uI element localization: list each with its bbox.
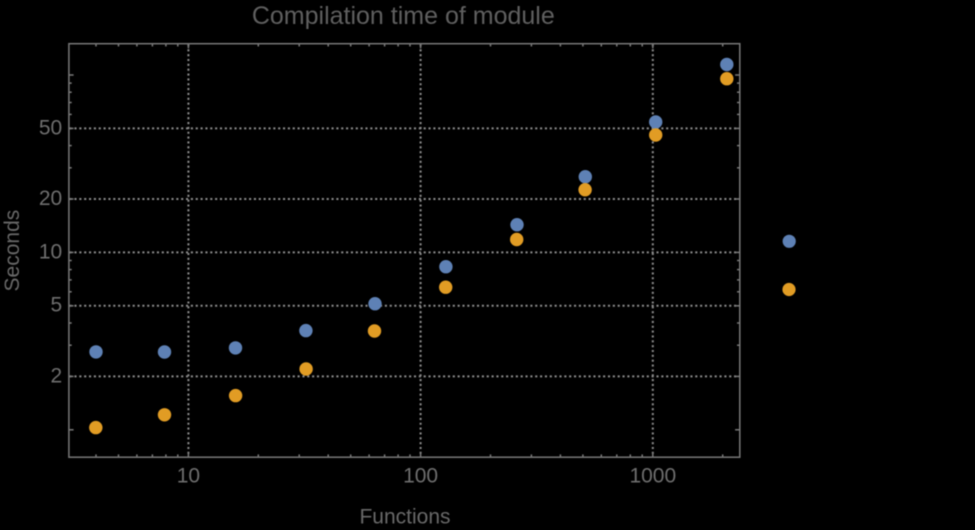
svg-text:Seconds: Seconds bbox=[1, 210, 24, 292]
svg-text:50: 50 bbox=[39, 116, 62, 139]
svg-text:10: 10 bbox=[39, 240, 62, 263]
svg-text:1000: 1000 bbox=[629, 465, 676, 488]
svg-text:10: 10 bbox=[177, 465, 200, 488]
svg-text:5: 5 bbox=[51, 294, 63, 317]
svg-text:20: 20 bbox=[39, 187, 62, 210]
svg-text:2: 2 bbox=[51, 364, 63, 387]
svg-text:100: 100 bbox=[403, 465, 438, 488]
svg-text:Functions: Functions bbox=[359, 506, 450, 526]
svg-text:Compilation time of module: Compilation time of module bbox=[252, 2, 555, 30]
